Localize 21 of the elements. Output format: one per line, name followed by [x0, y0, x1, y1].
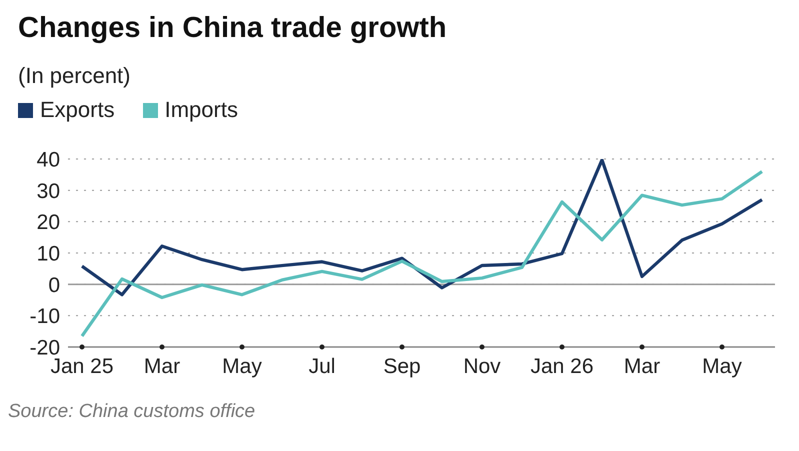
x-tick-label: Sep — [383, 355, 421, 378]
x-tick-label: Mar — [144, 355, 180, 378]
x-tick-label: Jul — [308, 355, 336, 378]
x-tick-label: Mar — [624, 355, 660, 378]
y-tick-label: 0 — [48, 274, 60, 297]
x-tick-label: Nov — [463, 355, 502, 378]
x-tick-label: May — [222, 355, 262, 378]
source-note: Source: China customs office — [8, 401, 256, 423]
legend-label: Exports — [40, 97, 115, 123]
legend-label: Imports — [164, 97, 238, 123]
x-tick-label: Jan 26 — [530, 355, 594, 378]
line-series — [80, 170, 764, 338]
y-tick-label: 40 — [36, 148, 60, 172]
chart-title: Changes in China trade growth — [18, 12, 448, 45]
y-tick-label: 30 — [36, 180, 60, 203]
y-tick-label: -10 — [30, 305, 60, 328]
y-tick-label: 10 — [36, 242, 60, 266]
line-series — [80, 159, 764, 296]
y-tick-label: 20 — [36, 211, 60, 234]
chart-subtitle: (In percent) — [18, 63, 132, 89]
x-tick-label: May — [702, 355, 742, 378]
